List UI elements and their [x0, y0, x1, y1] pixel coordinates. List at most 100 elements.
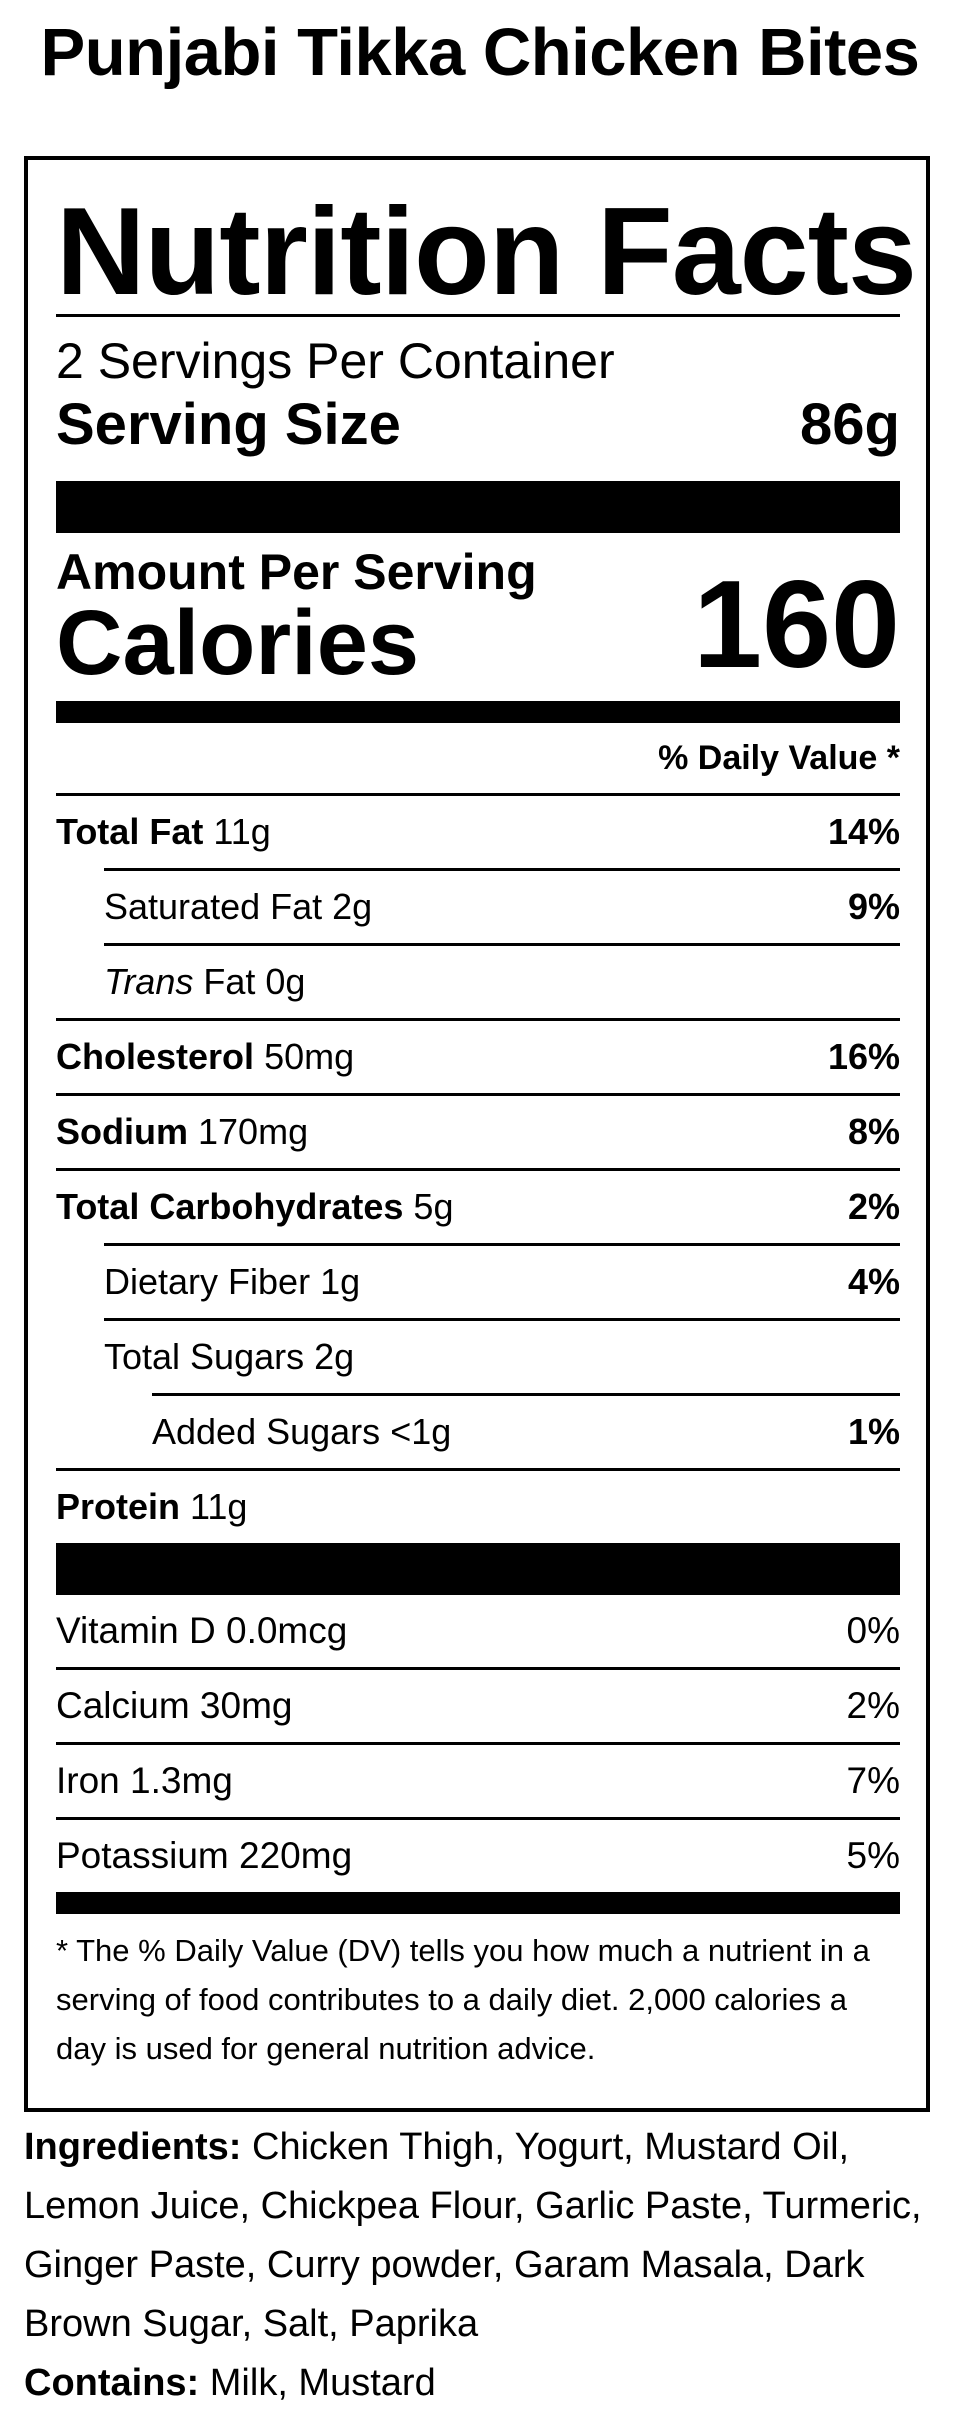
servings-per-container: 2 Servings Per Container — [56, 333, 615, 389]
divider — [56, 793, 900, 796]
divider — [104, 943, 900, 946]
nutrient-amount: <1g — [390, 1411, 452, 1452]
nutrient-name: Total Sugars 2g — [104, 1321, 354, 1393]
product-title: Punjabi Tikka Chicken Bites — [40, 15, 920, 90]
heavy-divider — [56, 701, 900, 723]
nutrient-label: Dietary Fiber — [104, 1261, 311, 1302]
thick-divider — [56, 481, 900, 533]
vitamin-row-potassium: Potassium 220mg 5% — [56, 1820, 900, 1892]
nutrient-name: Total Fat 11g — [56, 796, 271, 868]
divider — [56, 314, 900, 317]
nutrient-name: Trans Fat 0g — [104, 946, 305, 1018]
vitamin-name: Potassium 220mg — [56, 1820, 352, 1892]
nutrition-label: Nutrition Facts 2 Servings Per Container… — [24, 156, 930, 2112]
nutrient-amount: 1g — [320, 1261, 361, 1302]
divider — [104, 1318, 900, 1321]
nutrient-amount: 11g — [190, 1486, 248, 1527]
nutrient-amount: 50mg — [264, 1036, 355, 1077]
nutrient-row-dietary-fiber: Dietary Fiber 1g 4% — [104, 1246, 900, 1318]
vitamin-dv: 0% — [846, 1610, 900, 1651]
nutrient-name: Dietary Fiber 1g — [104, 1246, 360, 1318]
vitamin-amount: 1.3mg — [130, 1760, 233, 1801]
nutrient-label-italic: Trans — [104, 961, 194, 1002]
nutrient-label: Total Carbohydrates — [56, 1186, 404, 1227]
nutrient-label: Protein — [56, 1486, 181, 1527]
vitamin-dv: 5% — [846, 1835, 900, 1876]
nutrient-row-added-sugars: Added Sugars <1g 1% — [152, 1396, 900, 1468]
nutrient-label: Total Fat — [56, 811, 204, 852]
nutrition-label-inner: Nutrition Facts 2 Servings Per Container… — [56, 160, 917, 2073]
nutrient-label: Sodium — [56, 1111, 188, 1152]
ingredients-text: Chicken Thigh, Yogurt, Mustard Oil, Lemo… — [24, 2126, 922, 2345]
nutrient-label: Cholesterol — [56, 1036, 255, 1077]
daily-value-header: % Daily Value * — [658, 739, 900, 777]
nutrition-facts-heading: Nutrition Facts — [56, 183, 917, 321]
nutrient-name: Saturated Fat 2g — [104, 871, 372, 943]
vitamin-label: Potassium — [56, 1835, 229, 1876]
divider — [56, 1817, 900, 1820]
allergens: Contains: Milk, Mustard — [24, 2354, 436, 2413]
divider — [56, 1168, 900, 1171]
heavy-divider — [56, 1892, 900, 1914]
divider — [56, 1667, 900, 1670]
ingredients: Ingredients: Chicken Thigh, Yogurt, Must… — [24, 2118, 936, 2354]
nutrient-row-trans-fat: Trans Fat 0g — [104, 946, 900, 1018]
nutrient-dv: 2% — [847, 1186, 900, 1227]
vitamin-amount: 0.0mcg — [226, 1610, 348, 1651]
nutrient-dv: 4% — [847, 1261, 900, 1302]
vitamin-name: Iron 1.3mg — [56, 1745, 233, 1817]
divider — [152, 1393, 900, 1396]
divider — [56, 1093, 900, 1096]
contains-text: Milk, Mustard — [209, 2362, 436, 2404]
nutrient-row-cholesterol: Cholesterol 50mg 16% — [56, 1021, 900, 1093]
nutrient-name: Total Carbohydrates 5g — [56, 1171, 453, 1243]
divider — [56, 1742, 900, 1745]
divider — [56, 1468, 900, 1471]
nutrient-dv: 9% — [847, 886, 900, 927]
vitamin-name: Calcium 30mg — [56, 1670, 292, 1742]
nutrient-row-total-carbohydrates: Total Carbohydrates 5g 2% — [56, 1171, 900, 1243]
nutrient-name: Sodium 170mg — [56, 1096, 308, 1168]
nutrient-name: Cholesterol 50mg — [56, 1021, 354, 1093]
vitamin-amount: 30mg — [199, 1685, 293, 1726]
vitamin-label: Iron — [56, 1760, 120, 1801]
serving-size-label: Serving Size — [56, 392, 401, 457]
vitamin-dv: 2% — [846, 1685, 900, 1726]
calories-block: Amount Per Serving Calories 160 — [56, 533, 900, 701]
vitamin-label: Calcium — [56, 1685, 190, 1726]
nutrient-label: Fat — [203, 961, 256, 1002]
divider — [104, 1243, 900, 1246]
nutrient-amount: 170mg — [198, 1111, 309, 1152]
nutrient-amount: 0g — [265, 961, 306, 1002]
vitamin-amount: 220mg — [239, 1835, 353, 1876]
nutrient-label: Added Sugars — [152, 1411, 381, 1452]
ingredients-label: Ingredients: — [24, 2126, 242, 2168]
vitamin-row-iron: Iron 1.3mg 7% — [56, 1745, 900, 1817]
nutrient-row-sodium: Sodium 170mg 8% — [56, 1096, 900, 1168]
nutrient-name: Added Sugars <1g — [152, 1396, 451, 1468]
calories-left: Amount Per Serving Calories — [56, 535, 537, 701]
nutrient-row-total-fat: Total Fat 11g 14% — [56, 796, 900, 868]
nutrient-row-protein: Protein 11g — [56, 1471, 900, 1543]
nutrient-row-total-sugars: Total Sugars 2g — [104, 1321, 900, 1393]
divider — [104, 868, 900, 871]
nutrient-amount: 2g — [332, 886, 373, 927]
nutrient-dv: 1% — [847, 1411, 900, 1452]
calories-value: 160 — [693, 556, 900, 694]
divider — [56, 1018, 900, 1021]
nutrient-label: Total Sugars — [104, 1336, 305, 1377]
contains-label: Contains: — [24, 2362, 200, 2404]
nutrient-dv: 8% — [847, 1111, 900, 1152]
vitamin-name: Vitamin D 0.0mcg — [56, 1595, 347, 1667]
vitamin-dv: 7% — [846, 1760, 900, 1801]
nutrient-amount: 2g — [314, 1336, 355, 1377]
nutrient-name: Protein 11g — [56, 1471, 247, 1543]
nutrient-amount: 5g — [413, 1186, 454, 1227]
nutrient-dv: 16% — [827, 1036, 900, 1077]
nutrient-row-saturated-fat: Saturated Fat 2g 9% — [104, 871, 900, 943]
nutrient-label: Saturated Fat — [104, 886, 323, 927]
vitamin-label: Vitamin D — [56, 1610, 216, 1651]
calories-label: Calories — [56, 592, 420, 694]
nutrient-dv: 14% — [827, 811, 900, 852]
